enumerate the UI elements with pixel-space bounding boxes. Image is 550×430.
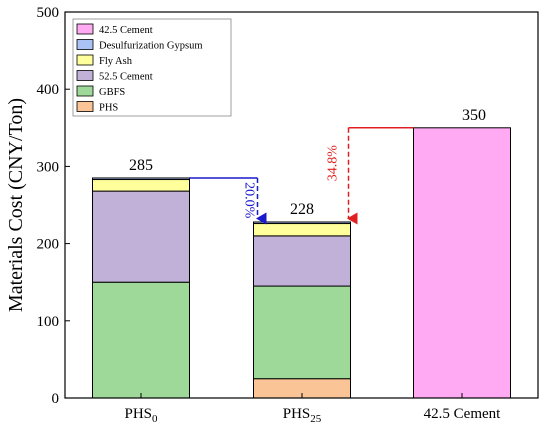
legend: 42.5 Cement Desulfurization Gypsum Fly Ash… bbox=[72, 18, 232, 117]
bar-segment bbox=[92, 281, 190, 399]
bar-segment bbox=[92, 177, 190, 181]
bar-segment bbox=[413, 127, 511, 399]
legend-label: PHS bbox=[99, 103, 118, 114]
x-tick-label-main: PHS bbox=[283, 406, 311, 422]
bar-segment bbox=[253, 285, 351, 380]
y-tick-label: 300 bbox=[37, 159, 60, 175]
bar-total-label: 285 bbox=[129, 157, 153, 174]
legend-swatch bbox=[76, 101, 94, 112]
x-tick-label-main: 42.5 Cement bbox=[424, 406, 501, 422]
annotations-layer: 20.0% 34.8% bbox=[189, 127, 414, 225]
bars-layer: 285 228 350 bbox=[92, 107, 511, 399]
blue-reduction-label: 20.0% bbox=[242, 182, 257, 219]
bar-segment bbox=[92, 190, 190, 283]
legend-label: Desulfurization Gypsum bbox=[99, 41, 203, 52]
legend-swatch bbox=[76, 23, 94, 35]
legend-swatch bbox=[76, 70, 94, 81]
legend-label: 52.5 Cement bbox=[99, 72, 153, 83]
y-axis-label: Materials Cost (CNY/Ton) bbox=[5, 98, 27, 312]
x-tick-label: PHS0 bbox=[124, 406, 158, 425]
x-tick-label: 42.5 Cement bbox=[424, 406, 501, 422]
bar-segment bbox=[253, 221, 351, 225]
y-tick-label: 500 bbox=[37, 5, 60, 21]
bar-segment bbox=[253, 223, 351, 237]
x-tick-label-subscript: 25 bbox=[310, 413, 322, 425]
legend-box bbox=[72, 18, 232, 117]
legend-label: GBFS bbox=[99, 87, 125, 98]
bar-total-label: 350 bbox=[462, 107, 486, 124]
x-tick-label-subscript: 0 bbox=[152, 413, 158, 425]
y-tick-label: 400 bbox=[37, 82, 60, 98]
bar-segment bbox=[253, 235, 351, 287]
red-reduction-label: 34.8% bbox=[326, 145, 341, 182]
y-tick-label: 200 bbox=[37, 237, 60, 253]
legend-label: Fly Ash bbox=[99, 56, 133, 67]
legend-label: 42.5 Cement bbox=[99, 25, 153, 36]
bar-segment bbox=[92, 179, 190, 192]
y-tick-label: 0 bbox=[52, 391, 60, 407]
x-tick-label-main: PHS bbox=[124, 406, 152, 422]
bar-total-label: 228 bbox=[290, 201, 314, 218]
legend-swatch bbox=[76, 54, 94, 66]
legend-swatch bbox=[76, 85, 94, 97]
y-tick-label: 100 bbox=[37, 314, 60, 330]
legend-swatch bbox=[76, 39, 94, 50]
x-tick-label: PHS25 bbox=[283, 406, 322, 425]
